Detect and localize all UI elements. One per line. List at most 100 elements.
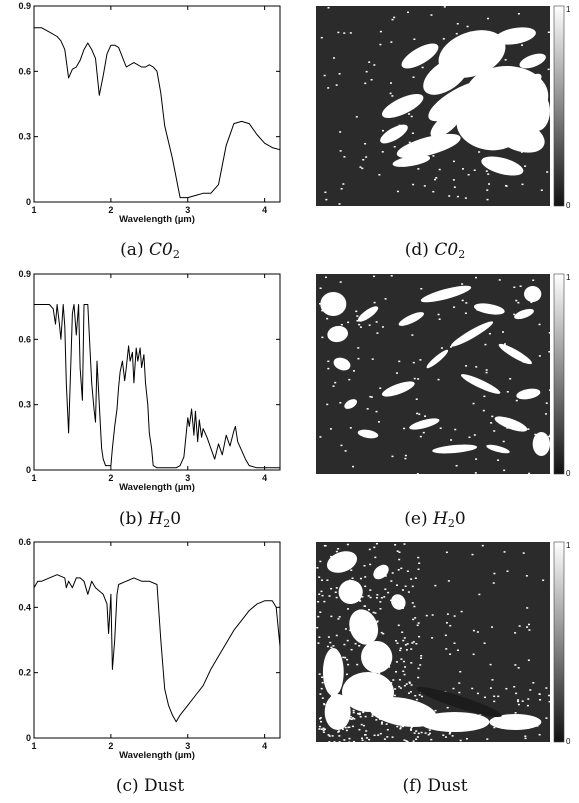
abundance-speck — [399, 726, 402, 728]
abundance-speck — [534, 433, 537, 436]
abundance-speck — [524, 735, 527, 737]
abundance-speck — [382, 694, 385, 696]
abundance-speck — [412, 361, 415, 364]
abundance-speck — [404, 585, 407, 588]
abundance-speck — [348, 579, 351, 582]
abundance-speck — [439, 129, 442, 132]
abundance-region — [460, 374, 501, 394]
abundance-speck — [365, 70, 368, 73]
abundance-speck — [538, 693, 541, 695]
abundance-speck — [376, 594, 379, 596]
abundance-region — [515, 73, 542, 95]
abundance-speck — [394, 717, 397, 719]
abundance-speck — [487, 17, 490, 20]
abundance-speck — [368, 324, 371, 326]
abundance-speck — [517, 699, 520, 701]
abundance-speck — [382, 691, 385, 694]
x-axis-label: Wavelength (µm) — [119, 214, 195, 225]
abundance-speck — [421, 66, 424, 69]
abundance-speck — [364, 605, 367, 607]
abundance-speck — [356, 696, 359, 698]
abundance-speck — [369, 692, 372, 695]
abundance-speck — [528, 629, 531, 631]
abundance-speck — [502, 440, 505, 443]
abundance-speck — [413, 719, 416, 722]
abundance-speck — [356, 663, 359, 666]
abundance-speck — [438, 318, 441, 320]
abundance-speck — [456, 195, 459, 198]
abundance-speck — [316, 626, 319, 629]
abundance-speck — [491, 165, 494, 168]
abundance-speck — [382, 632, 385, 635]
abundance-speck — [524, 165, 527, 167]
abundance-speck — [504, 343, 507, 345]
abundance-speck — [521, 44, 524, 46]
abundance-speck — [493, 700, 496, 703]
abundance-speck — [391, 702, 394, 705]
abundance-speck — [417, 556, 420, 559]
abundance-speck — [383, 566, 386, 569]
plot-frame — [33, 273, 281, 471]
abundance-speck — [325, 198, 328, 201]
spectrum-line — [33, 574, 281, 723]
abundance-speck — [359, 166, 362, 168]
abundance-speck — [474, 105, 477, 107]
abundance-speck — [400, 567, 403, 570]
abundance-speck — [337, 548, 340, 550]
abundance-speck — [357, 347, 360, 349]
abundance-speck — [392, 679, 395, 681]
abundance-speck — [478, 722, 481, 724]
abundance-speck — [449, 346, 452, 348]
abundance-speck — [467, 173, 470, 176]
abundance-speck — [446, 613, 449, 615]
abundance-speck — [336, 695, 339, 698]
abundance-speck — [461, 168, 464, 170]
x-tick-label: 1 — [31, 741, 36, 751]
abundance-speck — [356, 320, 359, 322]
abundance-speck — [376, 621, 379, 623]
abundance-speck — [491, 415, 494, 418]
abundance-speck — [345, 673, 348, 676]
abundance-speck — [445, 120, 448, 123]
abundance-speck — [320, 720, 323, 723]
abundance-speck — [396, 725, 399, 728]
abundance-speck — [538, 323, 541, 326]
abundance-speck — [416, 736, 419, 738]
abundance-speck — [336, 668, 339, 671]
abundance-speck — [417, 676, 420, 679]
abundance-speck — [503, 551, 506, 553]
abundance-speck — [380, 706, 383, 708]
abundance-speck — [403, 427, 406, 430]
colorbar-min-label: 0 — [566, 737, 571, 746]
abundance-speck — [339, 281, 342, 283]
abundance-speck — [324, 663, 327, 666]
abundance-speck — [455, 32, 458, 35]
spectrum-panel-h2o: 0 0.3 0.6 0.9 1 2 3 4 Wavelength (µm) — [0, 268, 290, 498]
abundance-map-background — [316, 274, 550, 474]
abundance-speck — [373, 64, 376, 66]
abundance-speck — [327, 734, 330, 736]
abundance-speck — [385, 723, 388, 725]
abundance-speck — [458, 691, 461, 694]
abundance-speck — [326, 317, 329, 320]
abundance-speck — [403, 543, 406, 545]
abundance-speck — [498, 279, 501, 281]
abundance-speck — [352, 465, 355, 468]
abundance-speck — [324, 191, 327, 194]
abundance-speck — [474, 276, 477, 279]
abundance-speck — [347, 663, 350, 666]
abundance-speck — [428, 732, 431, 735]
abundance-speck — [503, 469, 506, 472]
abundance-region — [516, 388, 541, 400]
abundance-speck — [335, 719, 338, 721]
abundance-speck — [320, 687, 323, 690]
abundance-speck — [397, 607, 400, 610]
abundance-speck — [344, 628, 347, 630]
abundance-speck — [511, 720, 514, 722]
abundance-speck — [405, 683, 408, 685]
abundance-speck — [493, 572, 496, 575]
abundance-speck — [528, 472, 531, 474]
abundance-speck — [399, 687, 402, 689]
abundance-speck — [371, 652, 374, 655]
abundance-speck — [547, 68, 550, 71]
